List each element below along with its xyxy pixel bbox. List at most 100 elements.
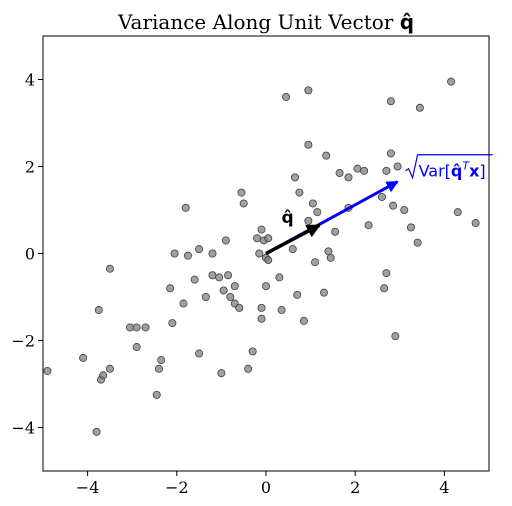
scatter-point xyxy=(288,245,297,254)
scatter-point xyxy=(208,271,217,280)
scatter-point xyxy=(413,238,422,247)
scatter-point xyxy=(335,169,344,178)
scatter-point xyxy=(221,236,230,245)
scatter-point xyxy=(94,306,103,315)
scatter-point xyxy=(217,369,226,378)
scatter-point xyxy=(43,366,52,375)
scatter-point xyxy=(208,249,217,258)
scatter-point xyxy=(331,227,340,236)
variance-vector-label: Var[q̂Tx] xyxy=(405,154,493,181)
scatter-point xyxy=(215,273,224,282)
scatter-point xyxy=(382,269,391,278)
scatter-point xyxy=(377,192,386,201)
scatter-point xyxy=(257,314,266,323)
scatter-point xyxy=(154,364,163,373)
scatter-point xyxy=(313,208,322,217)
scatter-point xyxy=(453,208,462,217)
scatter-point xyxy=(308,199,317,208)
scatter-point xyxy=(132,323,141,332)
scatter-point xyxy=(132,343,141,352)
scatter-point xyxy=(239,199,248,208)
unit-vector-label: q̂ xyxy=(282,208,294,228)
scatter-point xyxy=(311,258,320,267)
scatter-point xyxy=(99,371,108,380)
scatter-point xyxy=(125,323,134,332)
scatter-point xyxy=(344,173,353,182)
y-tick-label: −4 xyxy=(11,419,35,438)
scatter-point xyxy=(319,288,328,297)
scatter-point xyxy=(282,92,291,101)
scatter-point xyxy=(257,225,266,234)
vectors: q̂ Var[q̂Tx] xyxy=(265,154,493,256)
scatter-point xyxy=(237,188,246,197)
scatter-point xyxy=(253,234,262,243)
scatter-point xyxy=(79,353,88,362)
scatter-point xyxy=(293,290,302,299)
scatter-point xyxy=(406,223,415,232)
scatter-point xyxy=(257,303,266,312)
scatter-point xyxy=(190,275,199,284)
scatter-point xyxy=(447,77,456,86)
y-tick-label: 0 xyxy=(25,245,35,264)
scatter-point xyxy=(168,319,177,328)
scatter-point xyxy=(157,356,166,365)
x-tick-label: −4 xyxy=(76,478,100,497)
scatter-point xyxy=(201,292,210,301)
x-tick-label: 4 xyxy=(439,478,449,497)
scatter-point xyxy=(393,162,402,171)
scatter-point xyxy=(181,203,190,212)
scatter-point xyxy=(389,201,398,210)
scatter-points xyxy=(43,77,480,436)
scatter-point xyxy=(326,253,335,262)
scatter-point xyxy=(324,247,333,256)
scatter-point xyxy=(141,323,150,332)
scatter-point xyxy=(105,264,114,273)
scatter-point xyxy=(360,166,369,175)
scatter-point xyxy=(275,273,284,282)
scatter-point xyxy=(264,256,273,265)
scatter-point xyxy=(224,271,233,280)
scatter-point xyxy=(299,316,308,325)
scatter-point xyxy=(290,173,299,182)
scatter-point xyxy=(105,364,114,373)
scatter-point xyxy=(304,86,313,95)
scatter-point xyxy=(380,284,389,293)
chart-title: Variance Along Unit Vector q̂ xyxy=(117,10,414,34)
scatter-point xyxy=(226,292,235,301)
x-tick-label: 0 xyxy=(261,478,271,497)
scatter-point xyxy=(264,234,273,243)
scatter-point xyxy=(295,188,304,197)
scatter-point xyxy=(415,103,424,112)
scatter-point xyxy=(322,151,331,160)
scatter-point xyxy=(255,249,264,258)
y-tick-label: 4 xyxy=(25,71,35,90)
scatter-point xyxy=(235,303,244,312)
radical-sign xyxy=(405,154,493,180)
scatter-point xyxy=(248,347,257,356)
scatter-point xyxy=(382,166,391,175)
scatter-point xyxy=(261,282,270,291)
scatter-point xyxy=(92,427,101,436)
y-tick-label: 2 xyxy=(25,158,35,177)
scatter-point xyxy=(364,221,373,230)
x-tick-label: −2 xyxy=(165,478,189,497)
x-tick-label: 2 xyxy=(350,478,360,497)
scatter-point xyxy=(386,149,395,158)
scatter-point xyxy=(183,251,192,260)
scatter-point xyxy=(277,306,286,315)
scatter-point xyxy=(219,286,228,295)
scatter-point xyxy=(152,390,161,399)
scatter-point xyxy=(304,216,313,225)
scatter-point xyxy=(230,282,239,291)
unit-vector-arrow xyxy=(265,223,321,256)
axis-ticks: −4 −2 0 2 4 −4 −2 0 2 4 xyxy=(11,71,449,498)
scatter-point xyxy=(170,249,179,258)
scatter-point xyxy=(179,299,188,308)
scatter-point xyxy=(386,97,395,106)
scatter-point xyxy=(400,205,409,214)
scatter-point xyxy=(244,364,253,373)
variance-label-text: Var[q̂Tx] xyxy=(419,160,486,181)
plot-frame xyxy=(42,35,490,472)
